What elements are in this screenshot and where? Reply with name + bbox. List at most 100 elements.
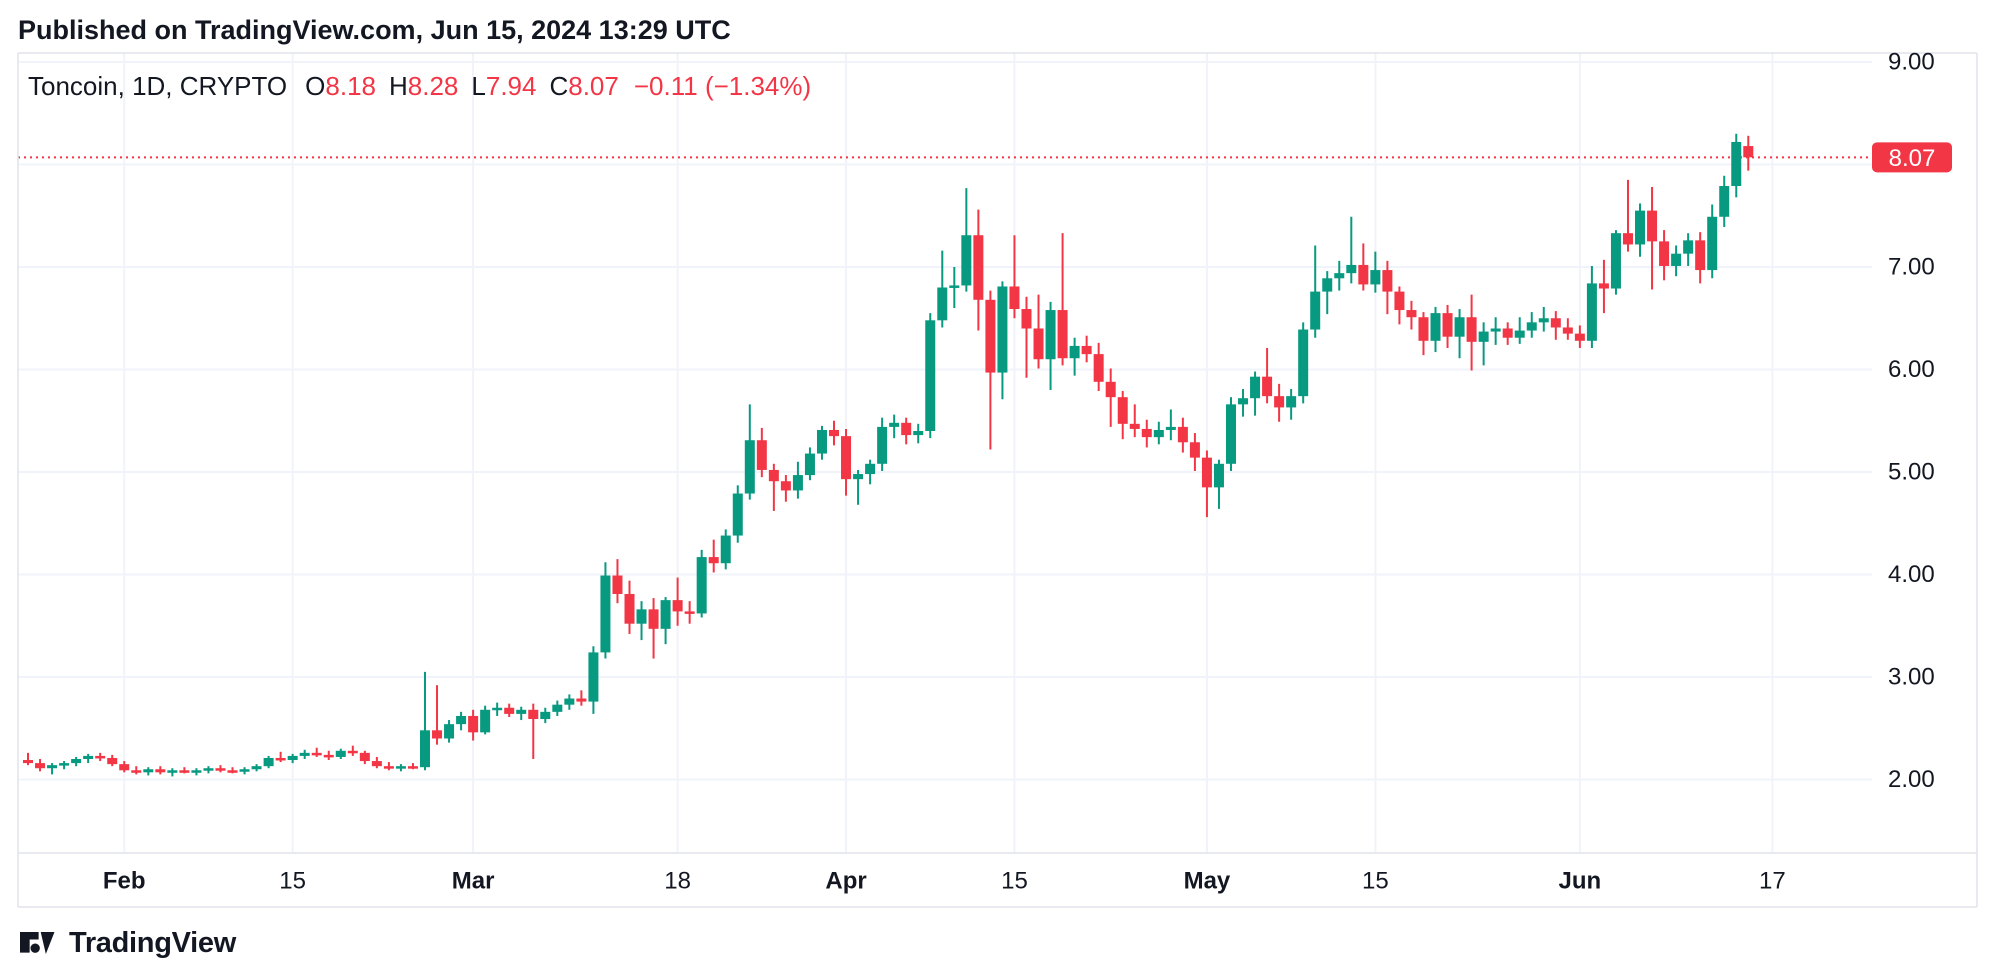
candle: [600, 575, 611, 653]
candle: [1406, 310, 1417, 318]
candle: [432, 730, 443, 739]
candle: [973, 235, 984, 300]
candle: [841, 436, 852, 480]
candle: [23, 760, 33, 764]
svg-text:8.07: 8.07: [1889, 145, 1936, 172]
candle: [1418, 317, 1429, 341]
candle: [1117, 397, 1128, 424]
candle: [804, 453, 815, 476]
tradingview-logo[interactable]: TradingView: [20, 925, 236, 961]
candle: [1009, 286, 1020, 310]
candle: [949, 285, 960, 288]
candle: [708, 557, 719, 564]
candle: [1045, 310, 1056, 360]
candle: [335, 750, 346, 757]
candle: [997, 286, 1008, 373]
time-tick-label: 15: [1362, 868, 1389, 895]
time-tick-label: 15: [279, 868, 306, 895]
candle: [516, 709, 527, 714]
candle: [696, 557, 707, 614]
candle: [1610, 233, 1621, 289]
candle: [1057, 310, 1068, 359]
time-tick-label: 18: [664, 868, 691, 895]
candle: [913, 431, 924, 436]
candle: [1358, 264, 1369, 285]
candle: [1286, 396, 1297, 408]
price-tick-label: 3.00: [1888, 664, 1935, 691]
candle: [528, 709, 539, 720]
candle: [143, 769, 154, 773]
candle: [744, 440, 755, 494]
change-value: −0.11 (−1.34%): [633, 71, 812, 101]
candle: [1695, 240, 1706, 271]
ohlc-low: L7.94: [471, 71, 536, 102]
candle: [612, 575, 623, 594]
candle: [889, 422, 900, 427]
last-price-label: 8.07: [1872, 142, 1952, 173]
ohlc-open: O8.18: [305, 71, 376, 102]
candle: [925, 320, 936, 431]
candle: [311, 752, 322, 756]
candle: [1189, 442, 1200, 458]
candle: [1141, 428, 1152, 438]
candle: [961, 235, 972, 286]
tradingview-logo-text: TradingView: [69, 926, 236, 959]
close-label: C: [549, 71, 569, 101]
candle: [131, 770, 142, 773]
candle: [1201, 457, 1212, 488]
candle: [1370, 270, 1381, 285]
candle: [191, 770, 202, 773]
candle: [1454, 317, 1465, 337]
candle: [203, 768, 214, 771]
candle: [1683, 240, 1694, 254]
candle: [1262, 376, 1273, 397]
candle: [720, 535, 731, 564]
candle: [1707, 216, 1718, 271]
candle: [407, 766, 418, 769]
candle: [1153, 429, 1164, 438]
candle: [1490, 328, 1501, 332]
candle: [1226, 404, 1236, 464]
time-tick-label: Mar: [452, 868, 495, 895]
price-tick-label: 5.00: [1888, 459, 1935, 486]
candle: [1550, 318, 1561, 328]
close-value: 8.07: [568, 71, 619, 101]
candle: [780, 481, 791, 491]
time-tick-label: 17: [1759, 868, 1786, 895]
candle: [456, 715, 467, 725]
candle: [552, 704, 563, 712]
candle: [323, 754, 334, 758]
candle: [1430, 313, 1441, 341]
candle: [419, 730, 430, 768]
price-scale[interactable]: 9.00 7.00 6.00 5.00 4.00 3.00 2.00: [1888, 49, 1935, 794]
candle: [1574, 333, 1585, 341]
candle: [865, 463, 876, 475]
candle: [395, 766, 406, 769]
candle: [901, 422, 912, 436]
candle: [684, 611, 695, 614]
high-value: 8.28: [407, 71, 459, 101]
candle: [853, 474, 864, 480]
candle: [1033, 328, 1044, 360]
candle: [71, 759, 82, 764]
candle: [359, 752, 370, 762]
candle: [1598, 283, 1609, 289]
time-tick-label: Jun: [1559, 868, 1602, 895]
time-scale[interactable]: Feb 15 Mar 18 Apr 15 May 15 Jun 17: [103, 868, 1786, 895]
price-tick-label: 9.00: [1888, 49, 1935, 76]
open-value: 8.18: [325, 71, 376, 101]
high-label: H: [389, 71, 408, 101]
candle: [1322, 278, 1333, 292]
candle: [624, 593, 635, 624]
candle: [564, 698, 575, 705]
candle: [1731, 141, 1742, 187]
grid: [18, 53, 1872, 853]
candle: [1298, 329, 1309, 397]
price-tick-label: 2.00: [1888, 766, 1935, 793]
price-tick-label: 6.00: [1888, 356, 1935, 383]
price-tick-label: 7.00: [1888, 254, 1935, 281]
candle: [792, 475, 803, 491]
candle: [383, 766, 394, 769]
